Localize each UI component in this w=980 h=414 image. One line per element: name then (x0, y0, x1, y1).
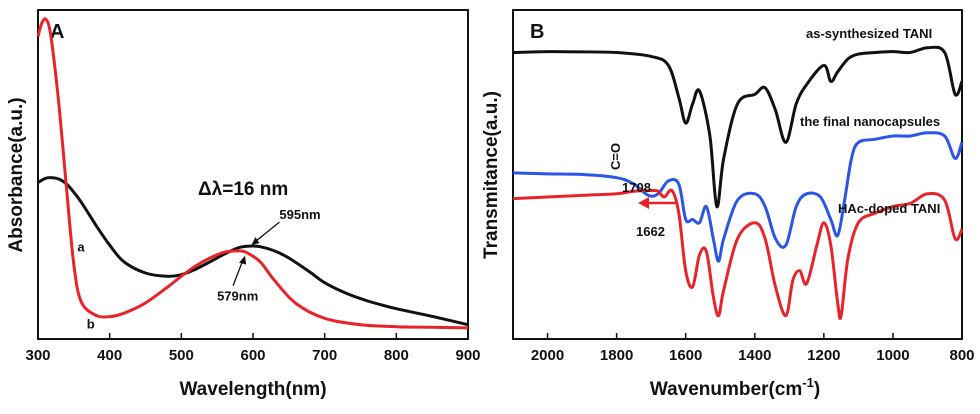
wavenumber-1708-label: 1708 (622, 180, 651, 195)
panel-a-x-ticks: 300 400 500 600 700 800 900 (25, 333, 481, 364)
panel-b-series-labels: as-synthesized TANI the final nanocapsul… (800, 26, 940, 216)
series-line-b-1 (512, 131, 964, 263)
x-tick-label: 1600 (669, 347, 702, 364)
series-line-b-2 (512, 188, 964, 321)
x-tick-label: 1400 (738, 347, 771, 364)
series-label-nanocapsules: the final nanocapsules (800, 114, 940, 129)
panel-b-frame (512, 9, 963, 340)
carbonyl-annotation: C=O (608, 143, 623, 170)
panel-b-series (512, 45, 964, 321)
panel-b-annotations: C=O 1708 1662 (608, 143, 676, 239)
panel-a-annotations: 595nm 579nm (217, 207, 321, 304)
peak-595-arrowhead (251, 237, 260, 246)
x-tick-label: 900 (455, 347, 480, 364)
panel-b-y-axis-label: Transmitance(a.u.) (481, 91, 502, 259)
series-label-as-synthesized: as-synthesized TANI (806, 26, 932, 41)
series-label-hac-doped: HAc-doped TANI (838, 201, 940, 216)
series-line-a-1 (36, 17, 469, 330)
series-line-b-0 (512, 45, 964, 209)
series-label-b: b (87, 316, 95, 331)
x-tick-label: 1800 (600, 347, 633, 364)
x-tick-label: 600 (240, 347, 265, 364)
panel-b-x-axis-label-main: Wavenumber(cm (650, 379, 802, 400)
panel-b-x-ticks: 2000 1800 1600 1400 1200 1000 800 (531, 333, 975, 364)
x-tick-label: 800 (384, 347, 409, 364)
series-label-a: a (77, 240, 85, 255)
wavenumber-1662-label: 1662 (636, 224, 665, 239)
x-tick-label: 700 (312, 347, 337, 364)
panel-b-label: B (530, 21, 544, 43)
panel-a-y-axis-label: Absorbance(a.u.) (6, 97, 27, 252)
red-arrow-head (638, 197, 649, 209)
peak-595-arrow (253, 221, 280, 244)
x-tick-label: 300 (25, 347, 50, 364)
panel-a-x-axis-label: Wavelength(nm) (179, 379, 326, 400)
x-tick-label: 500 (169, 347, 194, 364)
panel-b: B 2000 1800 1600 1400 1200 1000 800 Wavenumber… (481, 9, 975, 400)
x-tick-label: 1000 (876, 347, 909, 364)
red-arrow (638, 197, 676, 209)
delta-lambda-annotation: Δλ=16 nm (198, 179, 288, 200)
peak-579-arrowhead (239, 255, 247, 265)
series-line-a-0 (37, 176, 469, 327)
x-tick-label: 400 (97, 347, 122, 364)
x-tick-label: 800 (949, 347, 974, 364)
x-tick-label: 2000 (531, 347, 564, 364)
x-tick-label: 1200 (807, 347, 840, 364)
panel-a: A 300 400 500 600 700 800 900 ab Wavelength(nm… (6, 9, 481, 400)
panel-b-x-axis-label-sup: -1 (802, 375, 814, 390)
panel-a-label: A (50, 21, 64, 43)
panel-a-series: ab (36, 17, 469, 331)
peak-579-arrow (232, 259, 244, 286)
panel-b-x-axis-label-close: ) (814, 379, 820, 400)
panel-b-x-axis-label: Wavenumber(cm-1) (650, 375, 820, 400)
peak-595-label: 595nm (279, 207, 320, 222)
peak-579-label: 579nm (217, 289, 258, 304)
